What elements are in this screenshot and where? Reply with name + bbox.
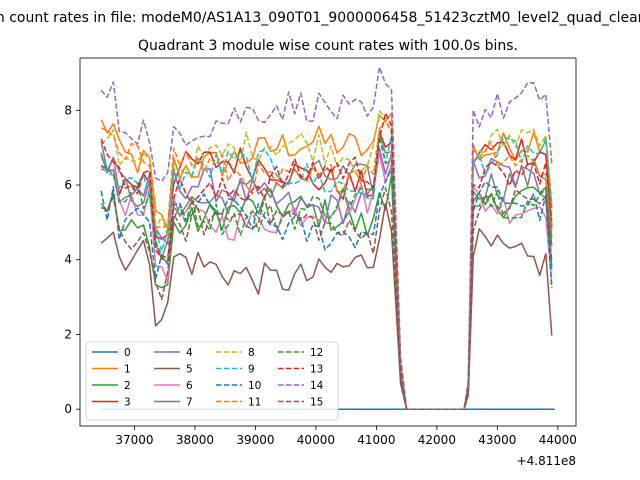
series-line-6 — [100, 152, 553, 410]
x-tick-label: 37000 — [115, 433, 153, 447]
x-tick-label: 43000 — [478, 433, 516, 447]
legend-label-10: 10 — [248, 380, 261, 392]
legend-label-8: 8 — [248, 347, 255, 359]
x-axis: 37000 38000 39000 40000 41000 42000 43000 44000 — [115, 426, 577, 447]
series-line-12 — [100, 135, 553, 410]
legend-label-6: 6 — [186, 380, 193, 392]
legend-label-0: 0 — [124, 347, 131, 359]
x-tick-label: 42000 — [418, 433, 456, 447]
series-line-14 — [100, 66, 553, 410]
y-tick-label: 0 — [64, 402, 72, 416]
series-line-2 — [100, 174, 553, 410]
series-line-10 — [100, 168, 553, 410]
x-tick-label: 44000 — [539, 433, 577, 447]
y-tick-label: 6 — [64, 178, 72, 192]
series-line-4 — [101, 147, 553, 410]
legend-label-14: 14 — [310, 380, 324, 392]
chart-title: Quadrant 3 module wise count rates with … — [138, 38, 518, 54]
legend-label-1: 1 — [124, 364, 131, 376]
y-tick-label: 8 — [64, 103, 72, 117]
figure-suptitle: Mean count rates in file: modeM0/AS1A13_… — [0, 10, 640, 26]
y-tick-label: 4 — [64, 253, 72, 267]
x-tick-label: 41000 — [357, 433, 395, 447]
legend-label-12: 12 — [310, 347, 323, 359]
series-line-5 — [100, 202, 553, 410]
x-axis-offset-label: +4.811e8 — [517, 454, 576, 468]
series-line-15 — [100, 187, 553, 410]
series-layer — [100, 66, 555, 410]
legend-label-13: 13 — [310, 364, 323, 376]
series-line-9 — [100, 129, 553, 410]
y-axis: 0 2 4 6 8 — [64, 103, 80, 416]
legend-label-9: 9 — [248, 364, 255, 376]
legend-label-7: 7 — [186, 397, 193, 409]
legend-label-2: 2 — [124, 380, 131, 392]
legend-label-15: 15 — [310, 397, 323, 409]
y-tick-label: 2 — [64, 327, 72, 341]
x-tick-label: 39000 — [236, 433, 274, 447]
axes-frame — [79, 57, 577, 427]
legend-label-3: 3 — [124, 397, 131, 409]
legend-label-4: 4 — [186, 347, 193, 359]
series-line-13 — [100, 112, 553, 410]
x-tick-label: 40000 — [297, 433, 335, 447]
legend-label-11: 11 — [248, 397, 261, 409]
x-tick-label: 38000 — [176, 433, 214, 447]
legend-label-5: 5 — [186, 364, 193, 376]
legend-box — [85, 341, 339, 421]
